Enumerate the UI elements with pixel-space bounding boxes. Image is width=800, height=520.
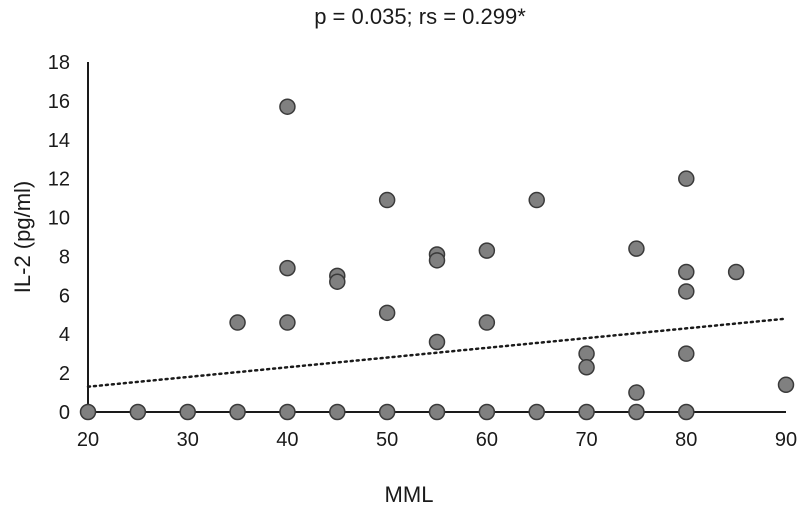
x-tick-label: 90 xyxy=(775,429,797,451)
data-point xyxy=(378,304,396,322)
x-axis-ticks: 20 30 40 50 60 70 80 90 xyxy=(77,429,797,451)
data-point xyxy=(478,242,496,259)
data-point xyxy=(678,345,695,362)
x-tick-label: 60 xyxy=(476,429,498,451)
data-point xyxy=(428,333,446,351)
x-axis-title: MML xyxy=(385,482,434,507)
x-tick-label: 70 xyxy=(575,429,597,451)
y-tick-label: 0 xyxy=(59,402,70,424)
y-tick-label: 8 xyxy=(59,246,70,268)
data-point xyxy=(528,403,545,421)
data-point xyxy=(578,345,595,362)
data-point xyxy=(678,283,695,300)
x-tick-label: 50 xyxy=(376,429,398,451)
chart-title: p = 0.035; rs = 0.299* xyxy=(314,4,526,29)
data-point xyxy=(678,263,695,281)
y-tick-label: 2 xyxy=(59,363,70,385)
x-tick-label: 20 xyxy=(77,429,99,451)
data-point xyxy=(79,403,97,421)
data-point xyxy=(279,259,296,277)
data-point xyxy=(329,273,346,290)
data-point xyxy=(279,98,296,115)
data-point xyxy=(378,191,396,209)
x-tick-label: 30 xyxy=(177,429,199,451)
y-axis-ticks: 0 2 4 6 8 10 12 14 16 18 xyxy=(48,52,70,424)
data-point xyxy=(578,403,595,421)
y-axis-title: IL-2 (pg/ml) xyxy=(10,181,35,293)
data-point xyxy=(777,376,795,394)
data-point xyxy=(279,403,296,421)
data-point xyxy=(428,252,446,269)
data-point xyxy=(727,263,745,281)
data-points xyxy=(79,98,795,421)
data-point xyxy=(229,314,246,331)
trendline xyxy=(86,317,788,388)
data-point xyxy=(628,240,645,257)
data-point xyxy=(628,384,645,401)
data-point xyxy=(129,403,147,421)
x-tick-label: 40 xyxy=(276,429,298,451)
y-tick-label: 10 xyxy=(48,208,70,230)
x-tick-label: 80 xyxy=(675,429,697,451)
data-point xyxy=(678,403,695,421)
data-point xyxy=(279,314,296,331)
data-point xyxy=(628,403,645,421)
y-tick-label: 12 xyxy=(48,169,70,191)
y-tick-label: 4 xyxy=(59,324,70,346)
data-point xyxy=(478,314,496,331)
data-point xyxy=(428,403,446,421)
data-point xyxy=(478,403,496,421)
y-tick-label: 18 xyxy=(48,52,70,74)
data-point xyxy=(378,403,396,421)
data-point xyxy=(229,403,246,421)
y-tick-label: 14 xyxy=(48,130,70,152)
y-tick-label: 6 xyxy=(59,285,70,307)
data-point xyxy=(179,403,196,421)
data-point xyxy=(528,191,545,209)
data-point xyxy=(578,359,595,376)
y-tick-label: 16 xyxy=(48,91,70,113)
data-point xyxy=(329,403,346,421)
data-point xyxy=(678,170,695,187)
